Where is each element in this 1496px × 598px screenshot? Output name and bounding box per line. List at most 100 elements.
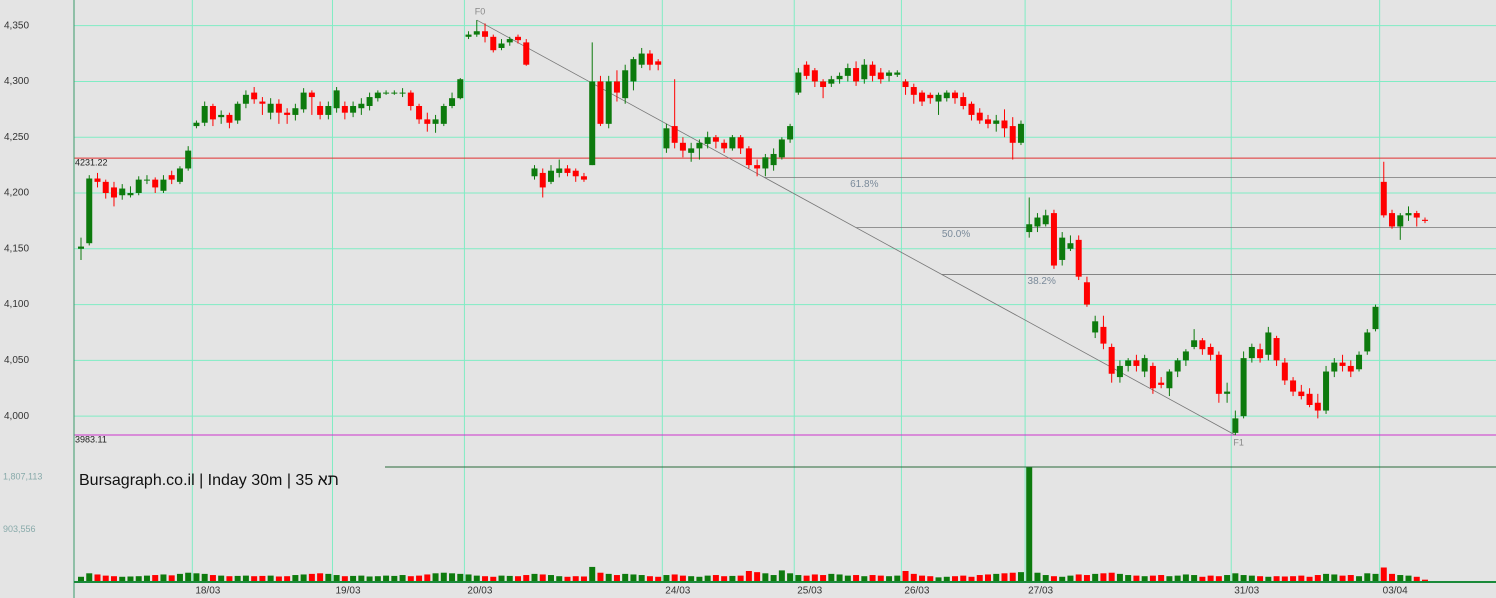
volume-tick-label: 1,807,113: [3, 472, 42, 482]
volume-bar: [152, 575, 159, 582]
volume-bar: [1199, 576, 1206, 582]
volume-bar: [655, 576, 662, 582]
candle-body: [127, 193, 134, 196]
volume-bar: [110, 576, 117, 582]
candle-body: [745, 148, 752, 166]
candle-body: [1182, 351, 1189, 361]
volume-bar: [1125, 575, 1132, 582]
candle-body: [762, 157, 769, 169]
volume-bar: [943, 576, 950, 582]
candle-body: [78, 246, 84, 249]
y-tick-label: 4,300: [4, 76, 29, 87]
volume-bar: [1133, 575, 1140, 582]
candle-body: [523, 42, 530, 65]
volume-bar: [1240, 575, 1247, 582]
candle-body: [1372, 306, 1379, 330]
candle-body: [836, 75, 843, 80]
candle-body: [1273, 338, 1280, 361]
volume-bar: [1026, 466, 1033, 582]
candle-body: [1207, 346, 1214, 355]
volume-bar: [1017, 572, 1024, 582]
candle-body: [1389, 213, 1396, 227]
volume-bar: [440, 572, 447, 582]
level-label: 3983.11: [75, 434, 107, 444]
candle-body: [613, 81, 620, 93]
x-tick-label: 03/04: [1383, 586, 1408, 597]
trend-label: F0: [475, 6, 486, 16]
candle-body: [1133, 360, 1140, 366]
candle-body: [597, 81, 604, 124]
volume-bar: [927, 576, 934, 582]
volume-bar: [712, 575, 719, 582]
volume-bar: [886, 576, 893, 582]
fib-label: 61.8%: [850, 179, 878, 190]
volume-bar: [597, 572, 604, 582]
volume-bar: [1347, 575, 1354, 582]
candle-body: [704, 137, 711, 144]
candle-body: [1224, 391, 1231, 394]
candle-body: [828, 79, 835, 84]
candle-body: [580, 176, 587, 180]
candle-body: [275, 103, 282, 113]
volume-bar: [820, 575, 827, 582]
candle-body: [242, 94, 249, 104]
candle-body: [1125, 360, 1132, 366]
candle-body: [465, 34, 472, 37]
volume-bar: [424, 574, 431, 582]
candle-body: [1034, 217, 1041, 227]
x-tick-label: 24/03: [665, 586, 690, 597]
volume-bar: [1331, 574, 1338, 582]
candle-body: [135, 179, 142, 194]
trend-label: F1: [1233, 437, 1244, 447]
candle-body: [729, 137, 736, 149]
candle-body: [770, 153, 777, 166]
volume-bar: [1306, 576, 1313, 582]
candle-body: [259, 101, 266, 104]
volume-bar: [1207, 575, 1214, 582]
y-tick-label: 4,250: [4, 132, 29, 143]
candle-body: [1199, 340, 1206, 350]
candle-body: [655, 61, 662, 65]
volume-tick-label: 903,556: [3, 524, 36, 534]
volume-bar: [168, 575, 175, 582]
volume-bar: [1083, 575, 1090, 582]
volume-bar: [325, 573, 332, 582]
candle-body: [176, 168, 183, 182]
volume-bar: [292, 575, 299, 582]
volume-bar: [86, 573, 93, 582]
candle-body: [234, 103, 241, 121]
candle-body: [1108, 346, 1115, 374]
candle-body: [1215, 354, 1222, 394]
volume-bar: [1413, 576, 1420, 582]
volume-bar: [902, 570, 909, 582]
volume-bar: [696, 576, 703, 582]
candle-body: [1174, 360, 1181, 372]
candle-body: [1191, 340, 1198, 347]
candle-body: [820, 81, 827, 88]
volume-bar: [102, 575, 109, 582]
candle-body: [1232, 418, 1239, 433]
candle-body: [457, 79, 464, 99]
volume-bar: [78, 576, 84, 582]
volume-bar: [300, 574, 307, 582]
candle-body: [1141, 358, 1148, 372]
volume-bar: [960, 575, 967, 582]
candle-body: [1331, 362, 1338, 372]
x-tick-label: 31/03: [1234, 586, 1259, 597]
volume-bar: [1009, 572, 1016, 582]
volume-bar: [993, 573, 1000, 582]
volume-bar: [547, 575, 554, 582]
volume-bar: [407, 576, 414, 582]
volume-bar: [119, 576, 126, 582]
candle-body: [399, 92, 406, 94]
volume-bar: [721, 576, 728, 582]
volume-bar: [1166, 576, 1173, 582]
volume-bar: [778, 570, 785, 582]
volume-bar: [1323, 573, 1330, 582]
volume-bar: [1182, 574, 1189, 582]
candle-body: [86, 178, 93, 244]
candle-body: [267, 103, 274, 113]
x-tick-label: 27/03: [1028, 586, 1053, 597]
candle-body: [1265, 332, 1272, 355]
volume-bar: [1372, 573, 1379, 582]
